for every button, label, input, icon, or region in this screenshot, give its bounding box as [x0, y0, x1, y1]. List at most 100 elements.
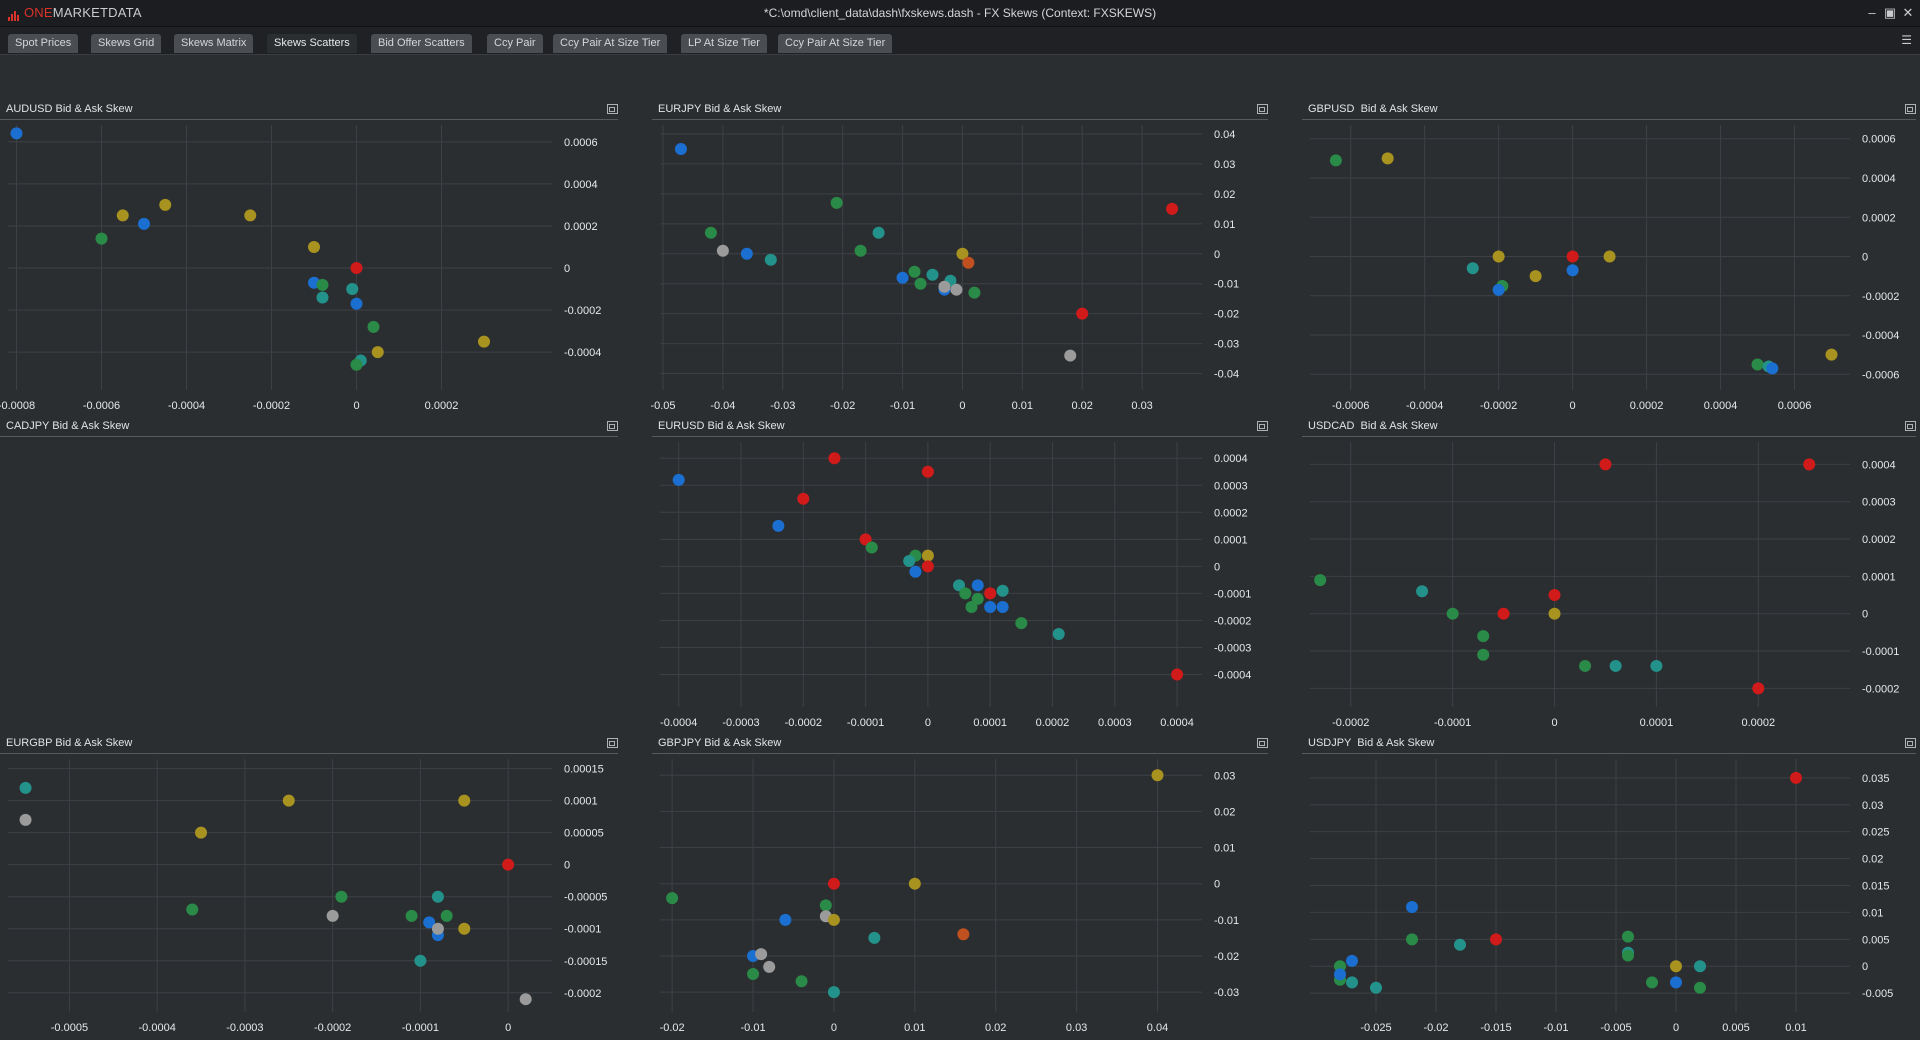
scatter-point[interactable]: [1370, 981, 1382, 994]
maximize-panel-icon[interactable]: [1905, 104, 1916, 114]
scatter-point[interactable]: [903, 554, 916, 567]
scatter-point[interactable]: [962, 256, 975, 269]
maximize-panel-icon[interactable]: [607, 104, 618, 114]
scatter-point[interactable]: [971, 592, 984, 605]
scatter-point[interactable]: [956, 247, 969, 260]
scatter-point[interactable]: [950, 283, 963, 296]
scatter-point[interactable]: [764, 253, 777, 266]
scatter-point[interactable]: [1076, 307, 1089, 320]
scatter-point[interactable]: [1466, 262, 1479, 275]
scatter-point[interactable]: [1381, 152, 1394, 165]
minimize-icon[interactable]: –: [1868, 5, 1876, 20]
scatter-point[interactable]: [244, 209, 257, 222]
scatter-point[interactable]: [1694, 981, 1706, 994]
scatter-point[interactable]: [938, 280, 951, 293]
scatter-point[interactable]: [458, 922, 471, 935]
scatter-point[interactable]: [872, 226, 885, 239]
scatter-point[interactable]: [371, 346, 384, 359]
scatter-point[interactable]: [909, 565, 922, 578]
scatter-point[interactable]: [478, 335, 490, 348]
maximize-icon[interactable]: ▣: [1883, 5, 1897, 20]
scatter-point[interactable]: [423, 916, 436, 929]
scatter-point[interactable]: [316, 278, 329, 291]
scatter-point[interactable]: [1346, 976, 1358, 989]
scatter-point[interactable]: [827, 986, 840, 999]
scatter-point[interactable]: [716, 244, 729, 257]
scatter-point[interactable]: [326, 909, 339, 922]
scatter-point[interactable]: [335, 890, 348, 903]
scatter-point[interactable]: [921, 560, 934, 573]
scatter-point[interactable]: [772, 519, 785, 532]
scatter-point[interactable]: [859, 533, 872, 546]
scatter-point[interactable]: [350, 297, 363, 310]
scatter-point[interactable]: [1548, 607, 1561, 620]
scatter-point[interactable]: [926, 268, 939, 281]
scatter-point[interactable]: [346, 283, 359, 296]
scatter-point[interactable]: [1492, 250, 1505, 263]
scatter-point[interactable]: [827, 877, 840, 890]
scatter-point[interactable]: [1694, 960, 1706, 973]
scatter-point[interactable]: [971, 579, 984, 592]
scatter-point[interactable]: [984, 587, 997, 600]
scatter-point[interactable]: [959, 587, 972, 600]
scatter-point[interactable]: [740, 247, 753, 260]
scatter-point[interactable]: [1529, 270, 1542, 283]
scatter-point[interactable]: [868, 931, 881, 944]
scatter-point[interactable]: [1646, 976, 1658, 989]
scatter-point[interactable]: [1334, 968, 1346, 981]
scatter-point[interactable]: [159, 198, 172, 211]
scatter-point[interactable]: [797, 492, 810, 505]
scatter-point[interactable]: [672, 473, 685, 486]
scatter-point[interactable]: [350, 262, 363, 275]
scatter-point[interactable]: [1548, 589, 1561, 602]
scatter-point[interactable]: [1151, 769, 1164, 782]
scatter-point[interactable]: [519, 993, 532, 1006]
scatter-point[interactable]: [1609, 659, 1622, 672]
scatter-point[interactable]: [1406, 933, 1418, 946]
scatter-point[interactable]: [674, 142, 687, 155]
scatter-point[interactable]: [1166, 202, 1179, 215]
scatter-point[interactable]: [819, 899, 832, 912]
scatter-point[interactable]: [1490, 933, 1502, 946]
scatter-point[interactable]: [431, 890, 444, 903]
scatter-point[interactable]: [414, 954, 427, 967]
scatter-point[interactable]: [1766, 362, 1779, 375]
scatter-point[interactable]: [1446, 607, 1459, 620]
maximize-panel-icon[interactable]: [1257, 421, 1268, 431]
scatter-point[interactable]: [282, 794, 295, 807]
scatter-point[interactable]: [1329, 154, 1342, 167]
scatter-point[interactable]: [1599, 458, 1612, 471]
scatter-point[interactable]: [996, 584, 1009, 597]
scatter-point[interactable]: [1670, 976, 1682, 989]
maximize-panel-icon[interactable]: [1257, 104, 1268, 114]
scatter-point[interactable]: [1492, 283, 1505, 296]
maximize-panel-icon[interactable]: [607, 421, 618, 431]
scatter-point[interactable]: [440, 909, 453, 922]
scatter-point[interactable]: [1052, 627, 1065, 640]
scatter-point[interactable]: [854, 244, 867, 257]
scatter-point[interactable]: [921, 549, 934, 562]
scatter-point[interactable]: [921, 465, 934, 478]
scatter-point[interactable]: [996, 600, 1009, 613]
tab-ccy-pair-at-size-tier[interactable]: Ccy Pair At Size Tier: [553, 34, 668, 53]
scatter-point[interactable]: [830, 196, 843, 209]
scatter-point[interactable]: [1314, 574, 1327, 587]
scatter-point[interactable]: [763, 960, 776, 973]
scatter-point[interactable]: [704, 226, 717, 239]
scatter-point[interactable]: [1579, 659, 1592, 672]
scatter-point[interactable]: [965, 600, 978, 613]
tab-skews-matrix[interactable]: Skews Matrix: [174, 34, 254, 53]
tab-lp-at-size-tier[interactable]: LP At Size Tier: [681, 34, 767, 53]
scatter-point[interactable]: [666, 892, 679, 905]
scatter-point[interactable]: [350, 358, 363, 371]
scatter-point[interactable]: [779, 913, 792, 926]
scatter-point[interactable]: [1064, 349, 1077, 362]
scatter-point[interactable]: [1477, 648, 1490, 661]
scatter-point[interactable]: [1346, 954, 1358, 967]
scatter-point[interactable]: [186, 903, 199, 916]
scatter-point[interactable]: [10, 127, 23, 140]
maximize-panel-icon[interactable]: [1905, 421, 1916, 431]
hamburger-menu-icon[interactable]: ☰: [1901, 33, 1912, 47]
scatter-point[interactable]: [138, 217, 150, 230]
scatter-point[interactable]: [828, 452, 841, 465]
